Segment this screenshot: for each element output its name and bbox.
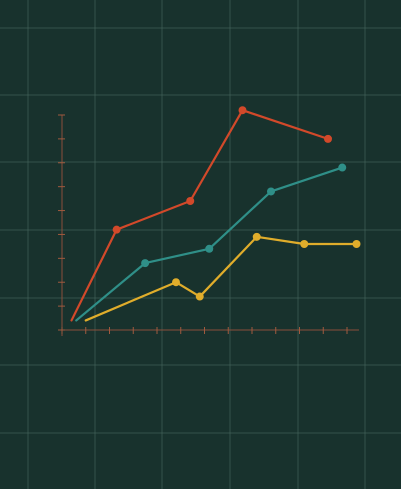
- series-3: [86, 233, 361, 321]
- series-3-point-1: [172, 278, 180, 286]
- series-2-point-4: [338, 164, 346, 172]
- series-3-point-5: [353, 240, 361, 248]
- chart-axes: [58, 115, 359, 336]
- series-1-point-2: [186, 197, 194, 205]
- series-3-point-2: [196, 293, 204, 301]
- series-1-point-1: [113, 226, 121, 234]
- series-3-point-3: [253, 233, 261, 241]
- series-1: [72, 106, 333, 320]
- series-1-line: [72, 110, 329, 320]
- series-2-point-3: [267, 187, 275, 195]
- data-series: [72, 106, 361, 320]
- series-3-point-4: [300, 240, 308, 248]
- series-2-point-1: [141, 259, 149, 267]
- series-1-point-4: [324, 135, 332, 143]
- series-2-point-2: [205, 245, 213, 253]
- series-1-point-3: [239, 106, 247, 114]
